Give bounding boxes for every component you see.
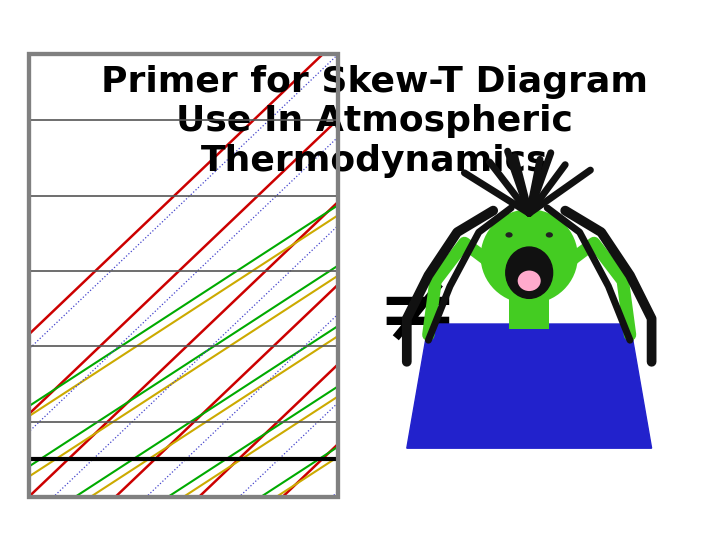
Ellipse shape (546, 232, 553, 238)
Ellipse shape (481, 209, 578, 303)
Bar (29, 54, 338, 497)
Text: $\neq$: $\neq$ (356, 265, 451, 362)
Polygon shape (407, 324, 652, 448)
Bar (29, 54, 338, 497)
Text: Primer for Skew-T Diagram
Use In Atmospheric
Thermodynamics: Primer for Skew-T Diagram Use In Atmosph… (101, 65, 648, 178)
Ellipse shape (505, 232, 513, 238)
Ellipse shape (506, 247, 553, 298)
Bar (509, 297, 549, 329)
Ellipse shape (518, 271, 541, 291)
Bar (29, 54, 338, 497)
